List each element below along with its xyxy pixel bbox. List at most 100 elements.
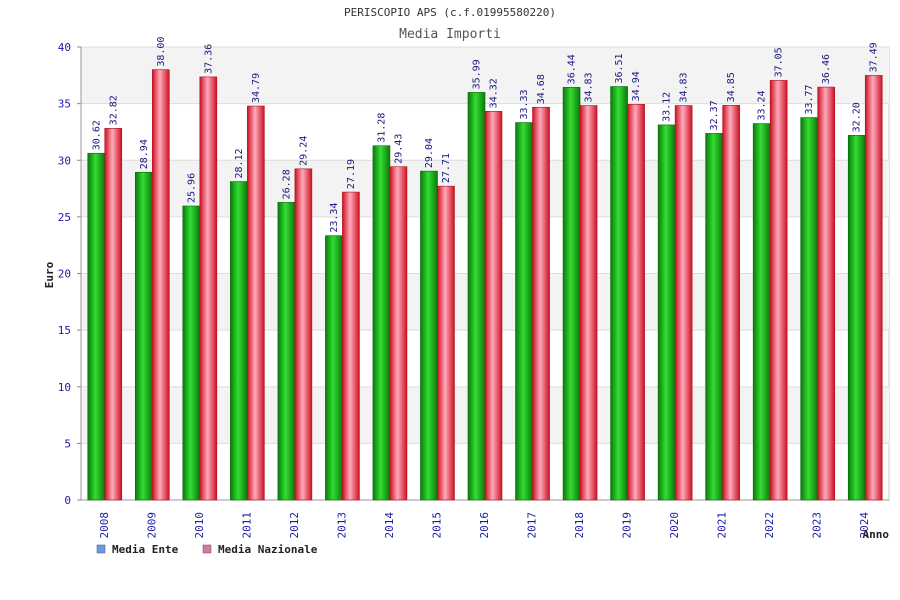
data-label: 33.24: [757, 90, 768, 120]
bar-media-nazionale: [484, 111, 503, 501]
bar-media-nazionale: [437, 185, 455, 501]
bar-media-ente: [325, 235, 343, 501]
y-tick-label: 5: [64, 437, 71, 450]
legend: Media Ente Media Nazionale: [96, 543, 318, 556]
y-tick-label: 10: [58, 381, 71, 394]
x-tick-label: 2012: [288, 512, 301, 539]
data-label: 34.68: [536, 74, 547, 104]
data-label: 32.82: [108, 95, 119, 125]
x-tick-label: 2019: [621, 512, 634, 539]
data-label: 29.24: [298, 136, 309, 166]
data-label: 29.43: [393, 134, 404, 164]
bar-media-ente: [134, 171, 153, 501]
x-tick-label: 2024: [858, 512, 871, 539]
bar-media-ente: [230, 181, 248, 501]
x-tick-label: 2018: [573, 512, 586, 539]
bar-media-ente: [182, 205, 201, 501]
data-label: 29.04: [424, 138, 435, 168]
y-axis-label: Euro: [43, 261, 56, 288]
data-label: 28.94: [139, 139, 150, 169]
x-tick-label: 2013: [335, 512, 348, 539]
x-tick-label: 2016: [478, 512, 491, 539]
bar-media-ente: [277, 202, 296, 501]
bar-media-nazionale: [769, 80, 788, 501]
bars: [87, 69, 883, 501]
legend-label: Media Nazionale: [218, 543, 318, 556]
bar-media-nazionale: [151, 69, 170, 501]
bar-media-ente: [372, 145, 391, 501]
data-label: 36.46: [821, 54, 832, 84]
bar-media-nazionale: [579, 105, 598, 501]
data-label: 27.71: [441, 153, 452, 183]
data-label: 36.44: [567, 54, 578, 84]
chart-title: PERISCOPIO APS (c.f.01995580220): [344, 6, 556, 19]
x-tick-label: 2021: [716, 512, 729, 539]
data-label: 34.83: [679, 72, 690, 102]
data-label: 23.34: [329, 203, 340, 233]
y-tick-label: 40: [58, 41, 71, 54]
data-label: 34.83: [584, 72, 595, 102]
x-tick-label: 2011: [240, 512, 253, 539]
legend-swatch: [202, 544, 212, 554]
data-label: 34.94: [631, 71, 642, 101]
bar-media-ente: [562, 87, 581, 501]
bar-media-nazionale: [199, 76, 218, 501]
bar-media-ente: [657, 124, 676, 501]
chart-subtitle: Media Importi: [399, 27, 501, 42]
bar-media-nazionale: [294, 168, 313, 501]
bar-media-ente: [515, 122, 533, 501]
legend-item-media-nazionale: Media Nazionale: [202, 543, 318, 556]
legend-swatch: [96, 544, 106, 554]
x-tick-label: 2020: [668, 512, 681, 539]
bar-media-ente: [467, 92, 486, 501]
legend-label: Media Ente: [112, 543, 179, 556]
data-label: 31.28: [376, 113, 387, 143]
bar-media-ente: [800, 117, 819, 501]
bar-media-ente: [610, 86, 628, 501]
data-labels: 30.62 32.82 28.94 38.00 25.96 37.36 28.12 34.79…: [91, 37, 879, 233]
bar-media-nazionale: [532, 106, 550, 501]
data-label: 37.05: [774, 47, 785, 77]
bar-media-nazionale: [722, 105, 740, 501]
data-label: 38.00: [156, 37, 167, 67]
x-tick-label: 2015: [430, 512, 443, 539]
bar-media-nazionale: [627, 104, 645, 501]
bar-media-ente: [420, 170, 438, 501]
data-label: 36.51: [614, 53, 625, 83]
x-axis-ticks: 2008 2009 2010 2011 2012 2013 2014 2015 2016 2017…: [98, 512, 871, 539]
x-tick-label: 2010: [193, 512, 206, 539]
bar-media-nazionale: [389, 166, 408, 501]
x-tick-label: 2017: [526, 512, 539, 539]
bar-media-nazionale: [817, 86, 836, 501]
y-tick-label: 35: [58, 98, 71, 111]
y-tick-label: 15: [58, 324, 71, 337]
bar-media-ente: [847, 135, 866, 501]
x-axis-label: Anno: [863, 528, 890, 541]
data-label: 32.20: [852, 102, 863, 132]
data-label: 33.12: [662, 92, 673, 122]
bar-media-ente: [705, 133, 723, 501]
bar-media-nazionale: [674, 105, 693, 501]
data-label: 33.77: [804, 84, 815, 114]
x-tick-label: 2022: [763, 512, 776, 539]
data-label: 33.33: [519, 89, 530, 119]
y-tick-label: 20: [58, 268, 71, 281]
bar-media-ente: [87, 152, 106, 501]
bar-media-ente: [752, 123, 771, 501]
data-label: 32.37: [709, 100, 720, 130]
bar-media-nazionale: [342, 191, 360, 501]
data-label: 37.36: [203, 44, 214, 74]
data-label: 27.19: [346, 159, 357, 189]
y-tick-label: 0: [64, 494, 71, 507]
x-tick-label: 2009: [145, 512, 158, 539]
x-tick-label: 2008: [98, 512, 111, 539]
data-label: 34.79: [251, 73, 262, 103]
data-label: 30.62: [91, 120, 102, 150]
data-label: 35.99: [472, 59, 483, 89]
data-label: 28.12: [234, 148, 245, 178]
data-label: 34.32: [489, 78, 500, 108]
bar-media-nazionale: [247, 105, 265, 501]
y-tick-label: 30: [58, 154, 71, 167]
data-label: 26.28: [281, 169, 292, 199]
